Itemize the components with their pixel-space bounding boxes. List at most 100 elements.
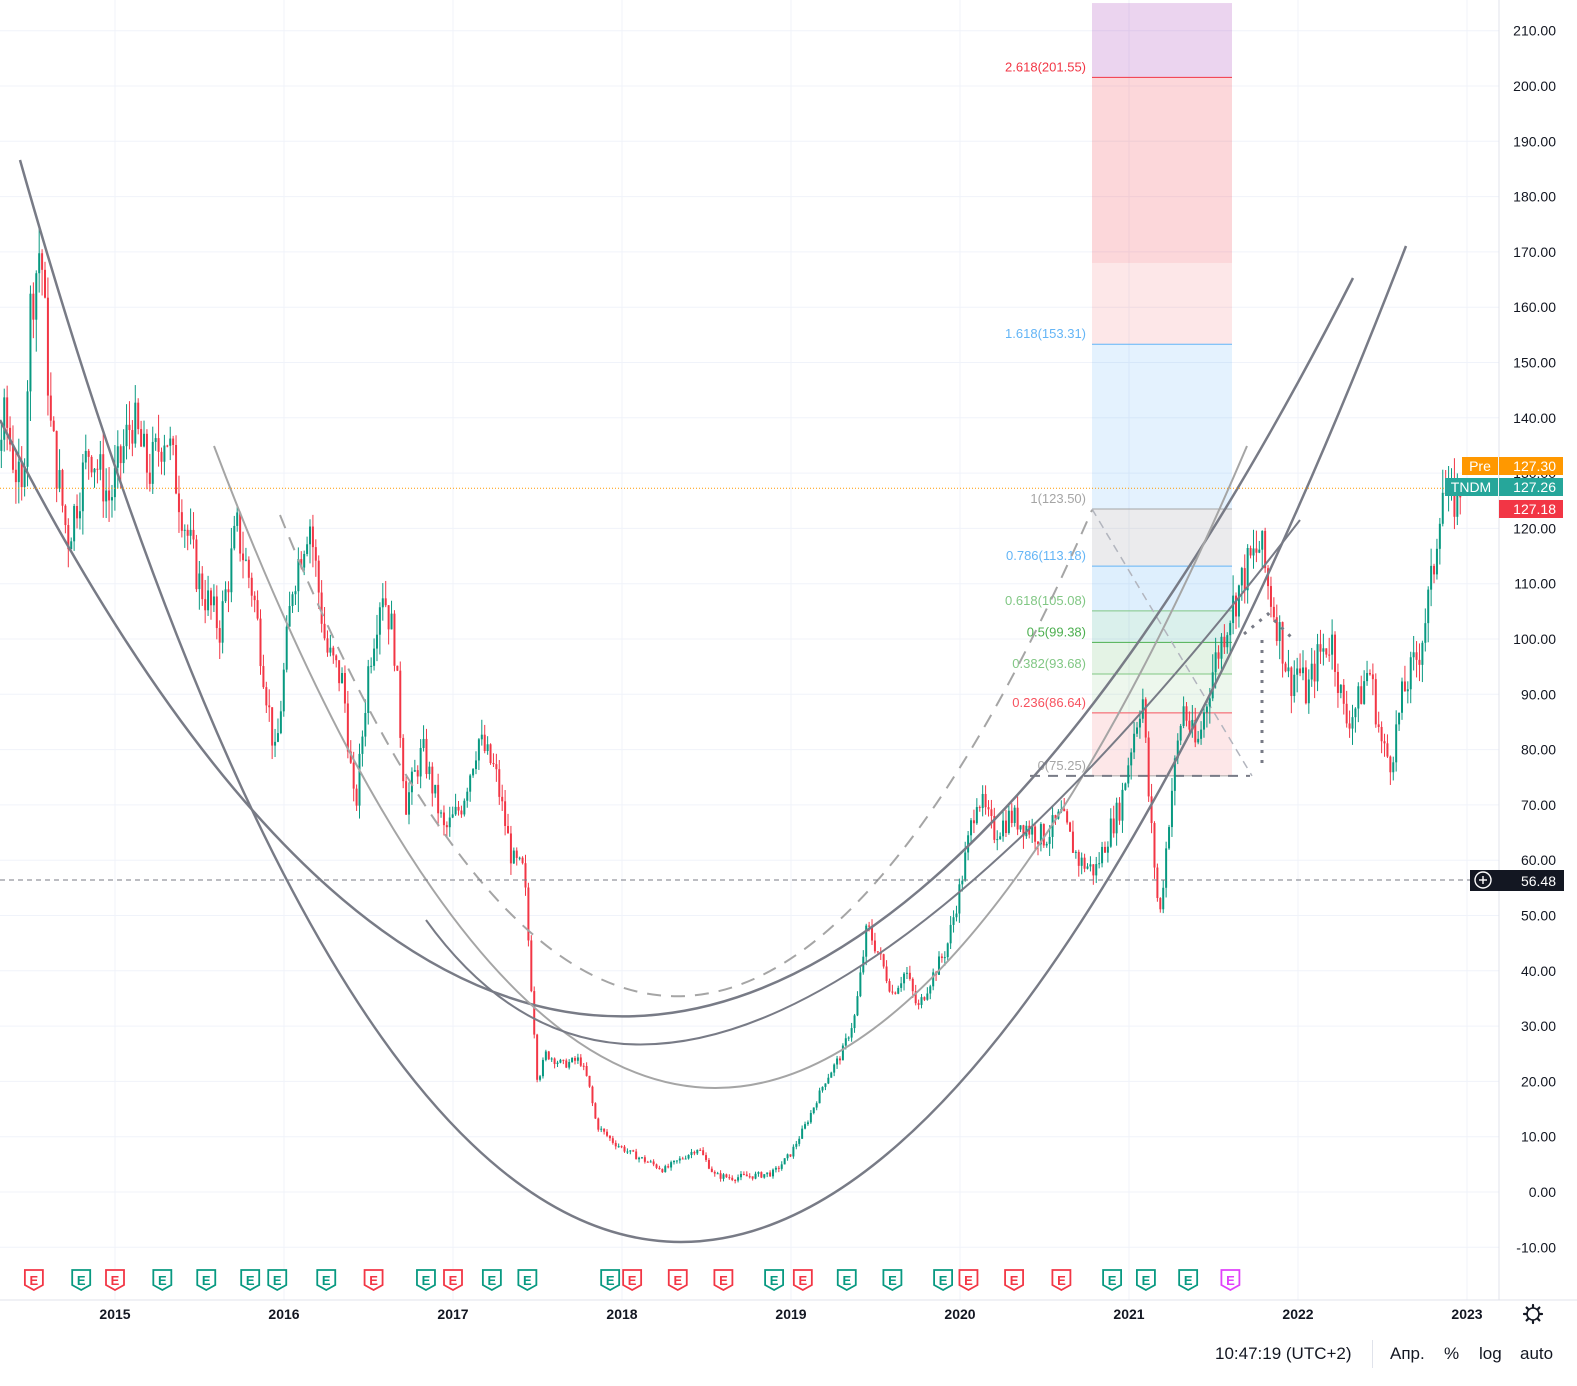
- earnings-marker[interactable]: E: [933, 1269, 953, 1292]
- earnings-shield-icon: [196, 1269, 217, 1292]
- candle-body: [655, 1164, 658, 1168]
- add-alert-plus-icon[interactable]: [1474, 871, 1492, 889]
- fibonacci-extension[interactable]: 2.618(201.55) 1.618(153.31) 1(123.50) 0.786…: [1005, 3, 1253, 777]
- earnings-marker[interactable]: E: [713, 1269, 734, 1292]
- candle-body: [1039, 824, 1042, 845]
- earnings-marker[interactable]: E: [316, 1269, 337, 1292]
- scale-adjust-button[interactable]: Апр.: [1390, 1344, 1425, 1363]
- candle-body: [355, 788, 358, 806]
- candle-body: [1194, 719, 1197, 743]
- parabola-large[interactable]: [18, 159, 1408, 1244]
- percent-scale-button[interactable]: %: [1444, 1344, 1460, 1363]
- candle-body: [1063, 809, 1066, 812]
- clock-time[interactable]: 10:47:19 (UTC+2): [1215, 1344, 1352, 1363]
- earnings-marker[interactable]: E: [443, 1269, 463, 1292]
- candle-body: [297, 559, 300, 592]
- candle-body: [408, 792, 411, 815]
- candle-body: [629, 1150, 632, 1152]
- earnings-marker[interactable]: E: [240, 1269, 261, 1292]
- candle-body: [780, 1164, 783, 1169]
- earnings-marker[interactable]: E: [764, 1269, 784, 1292]
- candle-body: [1301, 667, 1304, 674]
- earnings-marker[interactable]: E: [363, 1269, 384, 1292]
- earnings-marker[interactable]: E: [622, 1269, 643, 1292]
- candle-body: [754, 1173, 757, 1179]
- candle-body: [495, 764, 498, 770]
- candle-body: [38, 253, 41, 274]
- time-axis[interactable]: 2015 2016 2017 2018 2019 2020 2021 2022 2023: [99, 1306, 1482, 1322]
- earnings-marker[interactable]: E: [196, 1269, 217, 1292]
- candle-body: [1130, 752, 1133, 766]
- candle-body: [1304, 667, 1307, 704]
- candle-body: [728, 1177, 731, 1179]
- fib-level-label: 0.618(105.08): [1005, 593, 1086, 608]
- candle-body: [731, 1177, 734, 1180]
- candle-body: [61, 470, 64, 506]
- candle-body: [1331, 634, 1334, 655]
- candle-body: [608, 1135, 611, 1139]
- candle-body: [725, 1174, 728, 1178]
- earnings-marker[interactable]: E: [1136, 1269, 1156, 1292]
- earnings-marker[interactable]: E: [836, 1269, 857, 1292]
- candle-body: [422, 738, 425, 749]
- candle-body: [1371, 674, 1374, 680]
- candle-body: [745, 1174, 748, 1177]
- candle-body: [9, 427, 12, 445]
- earnings-marker[interactable]: E: [792, 1269, 813, 1292]
- earnings-shield-icon: [481, 1269, 502, 1292]
- candle-body: [1182, 706, 1185, 726]
- earnings-letter: E: [939, 1273, 948, 1288]
- earnings-marker[interactable]: E: [105, 1269, 125, 1292]
- earnings-marker[interactable]: E: [416, 1269, 436, 1292]
- candle-body: [588, 1075, 591, 1087]
- parabola-medium[interactable]: [0, 277, 1355, 1018]
- candle-body: [483, 734, 486, 752]
- candle-body: [999, 836, 1002, 840]
- earnings-marker[interactable]: E: [152, 1269, 173, 1292]
- candle-body: [41, 253, 44, 270]
- earnings-marker[interactable]: E: [667, 1269, 688, 1292]
- earnings-marker[interactable]: E: [517, 1269, 538, 1292]
- price-tick-label: 100.00: [1513, 631, 1556, 647]
- earnings-marker[interactable]: E: [267, 1269, 288, 1292]
- candle-body: [1205, 706, 1208, 713]
- candle-body: [177, 493, 180, 513]
- earnings-marker[interactable]: E: [1220, 1269, 1241, 1292]
- candle-body: [32, 293, 35, 320]
- drawings[interactable]: [0, 159, 1408, 1244]
- parabola-dashed[interactable]: [279, 509, 1093, 998]
- earnings-markers[interactable]: EEEEEEEEEEEEEEEEEEEEEEEEEEEEEEE: [0, 1269, 1241, 1292]
- earnings-marker[interactable]: E: [600, 1269, 621, 1292]
- earnings-marker[interactable]: E: [23, 1269, 44, 1292]
- fib-zone-05: [1092, 642, 1232, 674]
- candle-body: [1403, 681, 1406, 692]
- candle-body: [486, 744, 489, 752]
- candle-body: [35, 273, 38, 320]
- earnings-marker[interactable]: E: [882, 1269, 903, 1292]
- dotted-arrow-head[interactable]: [1243, 611, 1294, 640]
- candle-body: [932, 972, 935, 987]
- candle-body: [801, 1128, 804, 1139]
- earnings-marker[interactable]: E: [481, 1269, 502, 1292]
- settings-gear-icon[interactable]: [1522, 1303, 1544, 1325]
- candle-body: [871, 926, 874, 941]
- candle-body: [29, 293, 32, 392]
- symbol-price-label-tag-text: TNDM: [1451, 479, 1491, 495]
- earnings-marker[interactable]: E: [1102, 1269, 1122, 1292]
- log-scale-button[interactable]: log: [1479, 1344, 1502, 1363]
- earnings-marker[interactable]: E: [71, 1269, 92, 1292]
- auto-scale-button[interactable]: auto: [1520, 1344, 1554, 1363]
- candle-body: [125, 424, 128, 447]
- earnings-marker[interactable]: E: [958, 1269, 979, 1292]
- candle-body: [649, 1161, 652, 1163]
- parabola-right-arc[interactable]: [425, 519, 1301, 1046]
- candle-body: [76, 505, 79, 519]
- candle-body: [1287, 667, 1290, 672]
- earnings-marker[interactable]: E: [1178, 1269, 1199, 1292]
- earnings-letter: E: [523, 1273, 532, 1288]
- candle-body: [949, 924, 952, 944]
- earnings-marker[interactable]: E: [1004, 1269, 1024, 1292]
- earnings-marker[interactable]: E: [1051, 1269, 1072, 1292]
- candle-body: [905, 972, 908, 974]
